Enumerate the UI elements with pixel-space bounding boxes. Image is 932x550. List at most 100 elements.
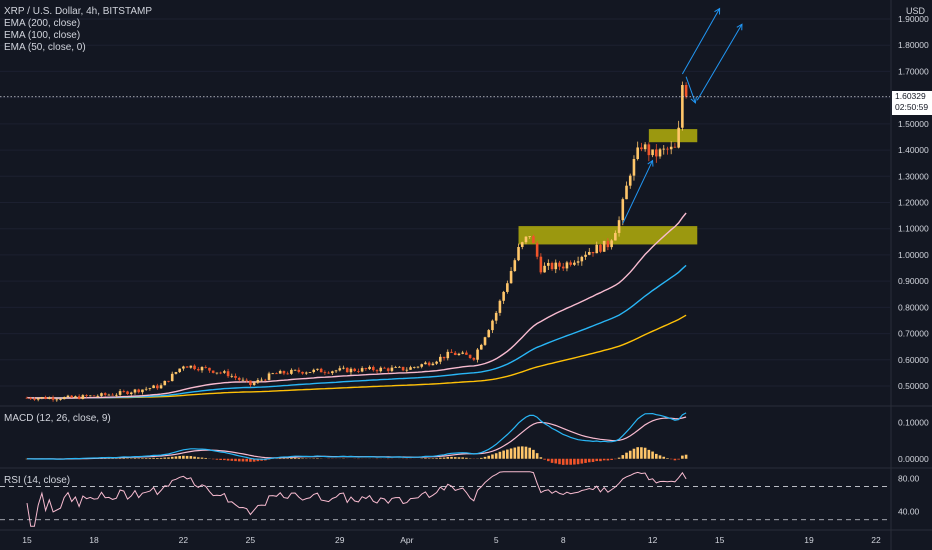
candle-body — [360, 368, 364, 372]
macd-histogram-bar — [479, 457, 483, 459]
macd-histogram-bar — [494, 453, 498, 459]
macd-line — [26, 412, 687, 460]
macd-histogram-bar — [293, 457, 297, 459]
candle-body — [662, 148, 666, 150]
ema200-label: EMA (200, close) — [4, 18, 81, 29]
macd-histogram-bar — [528, 447, 532, 459]
candle-body — [647, 144, 651, 156]
candle-body — [628, 175, 632, 186]
candle-body — [189, 365, 193, 368]
macd-histogram-bar — [684, 454, 688, 459]
candle-body — [118, 391, 122, 395]
candle-body — [509, 271, 513, 284]
price-tick-label: 0.90000 — [898, 276, 929, 286]
candle-body — [316, 368, 319, 370]
candle-body — [88, 395, 92, 397]
arrow-shaft — [685, 76, 696, 104]
price-tick-label: 1.90000 — [898, 14, 929, 24]
macd-histogram-bar — [278, 458, 282, 459]
candle-body — [156, 385, 159, 389]
candle-body — [319, 368, 323, 373]
candle-body — [241, 379, 245, 381]
candle-body — [468, 354, 472, 358]
candle-body — [587, 251, 591, 255]
candle-body — [383, 367, 386, 369]
price-tick-label: 1.80000 — [898, 40, 929, 50]
price-tick-label: 1.70000 — [898, 66, 929, 76]
macd-histogram-bar — [424, 458, 427, 459]
candle-body — [148, 388, 152, 389]
macd-histogram-bar — [517, 446, 520, 459]
candle-body — [323, 372, 327, 374]
candle-body — [673, 146, 677, 148]
macd-histogram-bar — [219, 458, 222, 461]
time-tick-label: 15 — [22, 535, 32, 545]
macd-histogram-bar — [547, 458, 550, 462]
price-tick-label: 0.80000 — [898, 302, 929, 312]
macd-histogram-bar — [625, 452, 628, 459]
candle-body — [614, 232, 617, 241]
candle-body — [494, 312, 498, 321]
macd-histogram-bar — [249, 458, 252, 462]
price-tick-label: 0.70000 — [898, 329, 929, 339]
macd-histogram-bar — [666, 458, 669, 459]
time-tick-label: 12 — [648, 535, 658, 545]
macd-histogram-bar — [461, 457, 464, 459]
support-zones — [518, 129, 698, 245]
macd-histogram-bar — [245, 458, 249, 462]
axes: 1.900001.800001.700001.600001.500001.400… — [22, 14, 929, 545]
candle-body — [185, 366, 189, 368]
macd-histogram-bar — [591, 458, 595, 462]
candle-body — [182, 366, 185, 369]
candle-body — [249, 380, 252, 385]
macd-histogram-bar — [465, 457, 468, 459]
candle-body — [223, 371, 226, 373]
macd-histogram-bar — [483, 456, 487, 459]
macd-histogram-bar — [498, 451, 502, 459]
candle-body — [48, 397, 51, 399]
macd-tick-label: 0.10000 — [898, 418, 929, 428]
macd-histogram-bar — [643, 447, 647, 459]
macd-histogram-bar — [587, 458, 591, 463]
macd-histogram-bar — [178, 456, 181, 459]
candle-body — [379, 367, 383, 372]
macd-histogram-bar — [565, 458, 569, 465]
price-tick-label: 1.10000 — [898, 224, 929, 234]
candle-body — [115, 394, 118, 396]
macd-histogram-bar — [223, 458, 226, 461]
time-tick-label: 22 — [179, 535, 189, 545]
macd-histogram-bar — [491, 454, 494, 459]
macd-histogram-bar — [636, 447, 639, 459]
macd-histogram-bar — [628, 450, 632, 459]
candle-body — [70, 395, 73, 398]
candle-body — [62, 397, 66, 400]
candle-body — [111, 394, 114, 396]
candle-body — [74, 396, 77, 398]
candle-body — [100, 393, 103, 396]
candle-body — [133, 389, 137, 393]
time-tick-label: 15 — [715, 535, 725, 545]
macd-histogram-bar — [673, 458, 677, 461]
candle-body — [621, 199, 625, 221]
candle-body — [282, 370, 286, 374]
support-zone — [648, 129, 698, 143]
candle-body — [483, 337, 487, 345]
arrow-head — [714, 7, 721, 15]
candle-body — [126, 391, 129, 395]
candle-body — [215, 372, 219, 374]
ema100-label: EMA (100, close) — [4, 30, 81, 41]
candle-body — [506, 283, 509, 292]
candle-body — [487, 330, 491, 338]
time-tick-label: 5 — [494, 535, 499, 545]
candle-body — [66, 395, 70, 398]
candle-body — [636, 147, 639, 160]
candle-body — [297, 369, 301, 372]
macd-histogram-bar — [573, 458, 576, 465]
macd-histogram-bar — [654, 453, 658, 459]
macd-histogram-bar — [599, 458, 602, 462]
candle-body — [554, 262, 558, 270]
support-zone — [518, 226, 698, 245]
candle-body — [200, 367, 204, 371]
candle-body — [513, 260, 517, 272]
